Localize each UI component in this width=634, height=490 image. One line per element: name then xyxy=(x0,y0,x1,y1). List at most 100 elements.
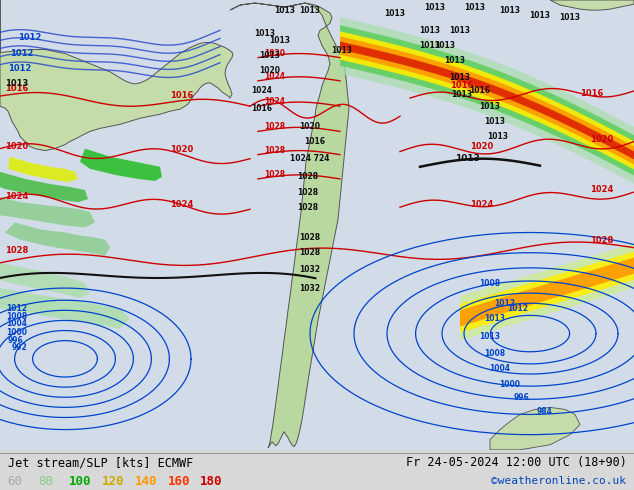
Text: 1028: 1028 xyxy=(264,170,285,179)
Text: 1013: 1013 xyxy=(559,13,581,22)
Text: 1013: 1013 xyxy=(299,5,321,15)
Polygon shape xyxy=(80,148,162,181)
Polygon shape xyxy=(0,197,95,227)
Polygon shape xyxy=(8,157,78,182)
Polygon shape xyxy=(0,172,88,202)
Text: ©weatheronline.co.uk: ©weatheronline.co.uk xyxy=(491,476,626,486)
Text: 1028: 1028 xyxy=(297,172,318,181)
Polygon shape xyxy=(460,251,634,333)
Text: 1024: 1024 xyxy=(470,200,493,209)
Text: 1013: 1013 xyxy=(254,29,276,38)
Text: 1020: 1020 xyxy=(259,66,280,75)
Polygon shape xyxy=(0,288,130,328)
Text: 140: 140 xyxy=(134,475,157,488)
Text: 1028: 1028 xyxy=(264,122,285,131)
Polygon shape xyxy=(0,0,233,150)
Text: 80: 80 xyxy=(38,475,53,488)
Text: 1020: 1020 xyxy=(470,142,493,150)
Text: 1032: 1032 xyxy=(299,266,321,274)
Text: 1013: 1013 xyxy=(384,9,406,18)
Polygon shape xyxy=(460,258,634,326)
Polygon shape xyxy=(340,17,634,184)
Text: 1012: 1012 xyxy=(507,304,529,313)
Text: 1008: 1008 xyxy=(484,349,505,358)
Text: 1013: 1013 xyxy=(332,46,353,55)
Text: 1012: 1012 xyxy=(18,33,41,43)
Text: 1028: 1028 xyxy=(297,203,318,212)
Polygon shape xyxy=(0,263,90,298)
Text: 1020: 1020 xyxy=(264,49,285,58)
Text: 1016: 1016 xyxy=(580,89,604,98)
Text: 1004: 1004 xyxy=(6,319,27,328)
Text: 1020: 1020 xyxy=(5,142,29,150)
Text: 1012: 1012 xyxy=(8,64,31,73)
Text: 1008: 1008 xyxy=(6,313,27,321)
Text: Fr 24-05-2024 12:00 UTC (18+90): Fr 24-05-2024 12:00 UTC (18+90) xyxy=(406,456,626,469)
Text: 1013: 1013 xyxy=(479,101,500,111)
Text: 1013: 1013 xyxy=(420,41,441,50)
Text: 1016: 1016 xyxy=(5,84,29,93)
Text: 160: 160 xyxy=(167,475,190,488)
Text: 60: 60 xyxy=(8,475,23,488)
Text: 1013: 1013 xyxy=(434,41,455,50)
Text: 1013: 1013 xyxy=(450,74,470,82)
Text: 1012: 1012 xyxy=(495,299,515,308)
Text: 120: 120 xyxy=(101,475,124,488)
Text: 984: 984 xyxy=(537,407,553,416)
Text: 1016: 1016 xyxy=(170,91,193,100)
Text: 1016: 1016 xyxy=(252,104,273,113)
Polygon shape xyxy=(340,31,634,170)
Polygon shape xyxy=(340,25,634,175)
Text: 1012: 1012 xyxy=(10,49,34,58)
Text: 180: 180 xyxy=(200,475,223,488)
Polygon shape xyxy=(490,407,580,450)
Polygon shape xyxy=(5,222,110,256)
Polygon shape xyxy=(340,36,634,165)
Text: 1028: 1028 xyxy=(297,188,318,196)
Text: 1013: 1013 xyxy=(259,51,280,60)
Text: 1020: 1020 xyxy=(299,122,321,131)
Text: 1028: 1028 xyxy=(5,245,29,255)
Text: 1028: 1028 xyxy=(264,146,285,155)
Text: 1013: 1013 xyxy=(420,26,441,35)
Text: 1013: 1013 xyxy=(455,154,480,163)
Text: 1013: 1013 xyxy=(484,117,505,126)
Text: 1028: 1028 xyxy=(299,233,321,242)
Text: 1020: 1020 xyxy=(170,145,193,154)
Text: 1028: 1028 xyxy=(299,248,321,257)
Text: 1016: 1016 xyxy=(470,86,491,96)
Polygon shape xyxy=(460,244,634,341)
Text: 1013: 1013 xyxy=(488,132,508,141)
Text: 1000: 1000 xyxy=(500,380,521,389)
Text: 1013: 1013 xyxy=(275,5,295,15)
Text: 1000: 1000 xyxy=(6,328,27,337)
Text: 1024: 1024 xyxy=(252,86,273,96)
Text: 1016: 1016 xyxy=(304,137,325,146)
Text: 1013: 1013 xyxy=(269,36,290,45)
Text: 996: 996 xyxy=(514,393,530,402)
Text: 992: 992 xyxy=(12,343,28,352)
Text: 1024 724: 1024 724 xyxy=(290,154,330,163)
Text: 1008: 1008 xyxy=(479,278,501,288)
Polygon shape xyxy=(550,0,634,10)
Text: 996: 996 xyxy=(8,336,23,344)
Text: 1012: 1012 xyxy=(6,304,27,313)
Text: 1013: 1013 xyxy=(484,314,505,323)
Text: 1013: 1013 xyxy=(479,332,500,341)
Text: 1013: 1013 xyxy=(465,2,486,12)
Text: 1024: 1024 xyxy=(590,185,613,194)
Text: 1016: 1016 xyxy=(450,81,474,90)
Text: 1024: 1024 xyxy=(264,97,285,106)
Text: 100: 100 xyxy=(68,475,91,488)
Text: 1013: 1013 xyxy=(500,5,521,15)
Text: 1020: 1020 xyxy=(590,135,613,144)
Text: 1013: 1013 xyxy=(5,79,29,88)
Text: 1013: 1013 xyxy=(444,56,465,65)
Text: 1013: 1013 xyxy=(425,2,446,12)
Polygon shape xyxy=(0,0,634,450)
Text: 1013: 1013 xyxy=(529,11,550,20)
Text: 1024: 1024 xyxy=(170,200,193,209)
Text: 1013: 1013 xyxy=(450,26,470,35)
Text: 1013: 1013 xyxy=(451,90,472,98)
Polygon shape xyxy=(230,3,349,448)
